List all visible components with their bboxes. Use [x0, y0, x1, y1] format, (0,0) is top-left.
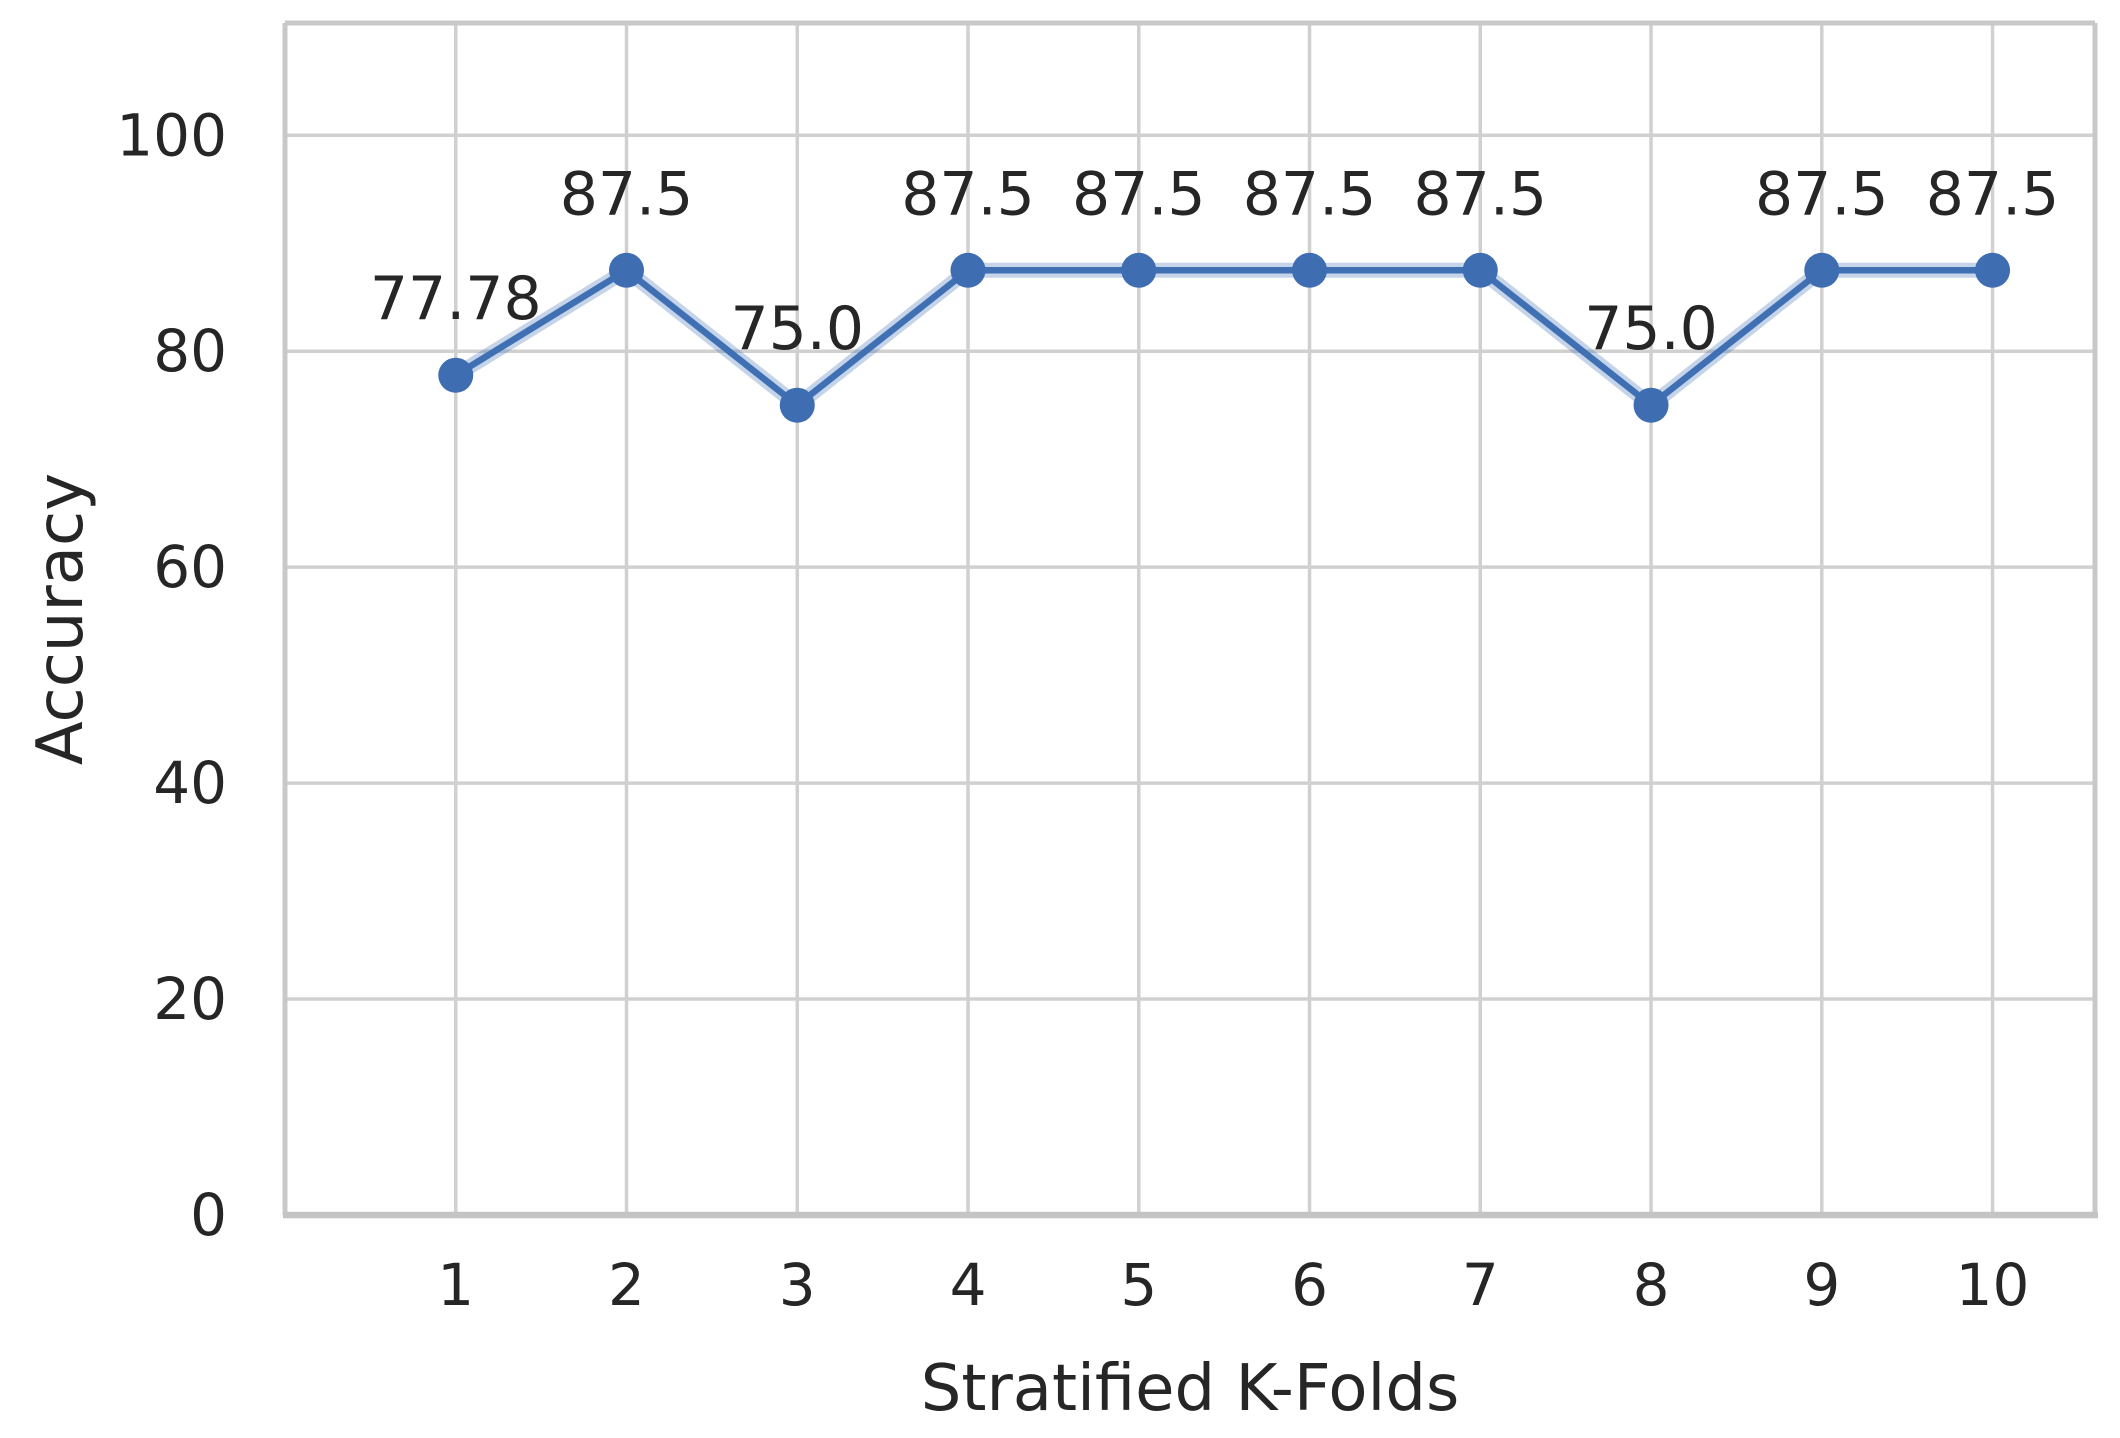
data-point-marker	[950, 252, 986, 288]
x-tick-label: 4	[950, 1251, 987, 1319]
data-point-marker	[1804, 252, 1840, 288]
data-point-marker	[779, 387, 815, 423]
y-tick-label: 60	[153, 533, 227, 601]
data-point-marker	[609, 252, 645, 288]
data-label: 77.78	[370, 264, 542, 334]
data-point-marker	[438, 357, 474, 393]
data-label: 87.5	[1755, 159, 1889, 229]
y-tick-label: 20	[153, 965, 227, 1033]
y-tick-label: 100	[116, 101, 227, 169]
data-label: 87.5	[1926, 159, 2060, 229]
data-point-marker	[1292, 252, 1328, 288]
data-point-marker	[1975, 252, 2011, 288]
data-label: 87.5	[560, 159, 694, 229]
data-label: 75.0	[1584, 294, 1718, 364]
x-tick-label: 2	[608, 1251, 645, 1319]
x-tick-label: 1	[437, 1251, 474, 1319]
data-point-marker	[1633, 387, 1669, 423]
x-tick-label: 7	[1462, 1251, 1499, 1319]
data-label: 87.5	[1413, 159, 1547, 229]
x-tick-label: 10	[1956, 1251, 2030, 1319]
x-tick-label: 5	[1120, 1251, 1157, 1319]
x-tick-label: 9	[1803, 1251, 1840, 1319]
data-point-marker	[1121, 252, 1157, 288]
data-label: 75.0	[730, 294, 864, 364]
accuracy-line-halo	[448, 262, 2001, 413]
y-tick-label: 80	[153, 317, 227, 385]
data-label: 87.5	[1072, 159, 1206, 229]
y-tick-label: 0	[190, 1181, 227, 1249]
data-point-marker	[1462, 252, 1498, 288]
x-tick-label: 8	[1633, 1251, 1670, 1319]
data-label: 87.5	[1243, 159, 1377, 229]
x-axis-title: Stratified K-Folds	[921, 1352, 1460, 1426]
data-label: 87.5	[901, 159, 1035, 229]
accuracy-line	[452, 267, 1996, 409]
y-tick-label: 40	[153, 749, 227, 817]
x-tick-label: 6	[1291, 1251, 1328, 1319]
x-tick-label: 3	[779, 1251, 816, 1319]
y-axis-title: Accuracy	[24, 473, 98, 765]
